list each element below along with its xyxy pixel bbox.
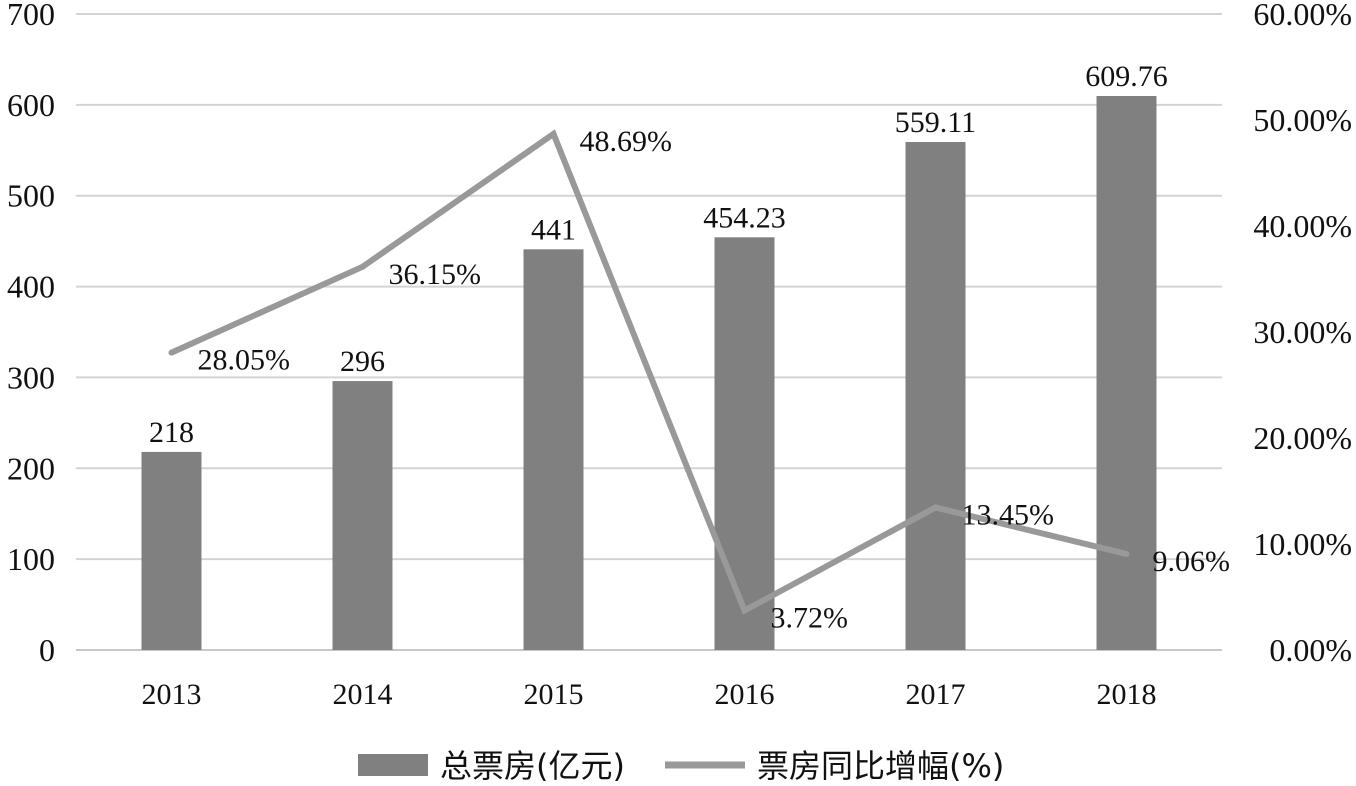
left-axis-ticks: 0 100 200 300 400 500 600 700 [7, 0, 55, 668]
left-tick-label: 600 [7, 87, 55, 123]
right-tick-label: 0.00% [1269, 632, 1352, 668]
line-point [932, 504, 939, 511]
bar [1096, 95, 1157, 650]
x-tick-label: 2017 [906, 678, 966, 711]
x-axis-ticks: 2013 2014 2015 2016 2017 2018 [142, 678, 1157, 711]
line-point [1123, 550, 1130, 557]
right-axis-ticks: 0.00% 10.00% 20.00% 30.00% 40.00% 50.00% 60.00… [1253, 0, 1352, 668]
bar-value-label: 559.11 [895, 106, 976, 139]
x-tick-label: 2013 [142, 678, 202, 711]
line-point [550, 130, 557, 137]
right-tick-label: 20.00% [1253, 420, 1352, 456]
legend-swatch-bar [358, 754, 428, 776]
line-value-label: 13.45% [962, 498, 1055, 531]
legend-label-line: 票房同比增幅(%) [757, 747, 1004, 785]
line-point [168, 349, 175, 356]
bar [905, 142, 966, 651]
bar [714, 237, 775, 650]
grid-lines [76, 13, 1222, 561]
right-tick-label: 50.00% [1253, 102, 1352, 138]
line-series [168, 129, 1130, 615]
left-tick-label: 100 [7, 541, 55, 577]
left-tick-label: 700 [7, 0, 55, 32]
bar-value-label: 454.23 [703, 201, 786, 234]
left-tick-label: 500 [7, 178, 55, 214]
line-value-label: 3.72% [771, 602, 849, 635]
x-tick-label: 2018 [1097, 678, 1157, 711]
line-value-label: 48.69% [580, 125, 673, 158]
bar [523, 249, 584, 650]
left-tick-label: 400 [7, 269, 55, 305]
growth-line [170, 129, 1128, 615]
x-tick-label: 2014 [333, 678, 393, 711]
bar-value-label: 218 [149, 416, 194, 449]
bar-value-label: 441 [531, 213, 576, 246]
legend: 总票房(亿元) 票房同比增幅(%) [358, 747, 1004, 785]
legend-label-bar: 总票房(亿元) [440, 747, 625, 785]
left-tick-label: 300 [7, 359, 55, 395]
line-point [359, 263, 366, 270]
right-tick-label: 40.00% [1253, 208, 1352, 244]
line-data-labels: 28.05% 36.15% 48.69% 3.72% 13.45% 9.06% [198, 125, 1231, 635]
line-value-label: 9.06% [1153, 545, 1231, 578]
bar [141, 451, 202, 650]
line-point [741, 607, 748, 614]
bar-value-label: 296 [340, 345, 385, 378]
left-tick-label: 0 [39, 632, 55, 668]
line-value-label: 36.15% [389, 258, 482, 291]
left-tick-label: 200 [7, 450, 55, 486]
bar-data-labels: 218 296 441 454.23 559.11 609.76 [149, 60, 1168, 449]
x-tick-label: 2015 [524, 678, 584, 711]
x-tick-label: 2016 [715, 678, 775, 711]
right-tick-label: 30.00% [1253, 314, 1352, 350]
right-tick-label: 60.00% [1253, 0, 1352, 32]
line-value-label: 28.05% [198, 344, 291, 377]
bar [332, 381, 393, 650]
bar-series [141, 95, 1157, 651]
bar-value-label: 609.76 [1085, 60, 1168, 93]
right-tick-label: 10.00% [1253, 526, 1352, 562]
